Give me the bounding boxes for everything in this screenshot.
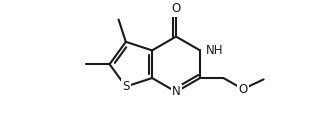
Text: S: S	[122, 80, 130, 93]
Text: N: N	[172, 85, 181, 98]
Text: O: O	[172, 2, 181, 15]
Text: NH: NH	[206, 44, 224, 57]
Text: O: O	[238, 83, 247, 96]
